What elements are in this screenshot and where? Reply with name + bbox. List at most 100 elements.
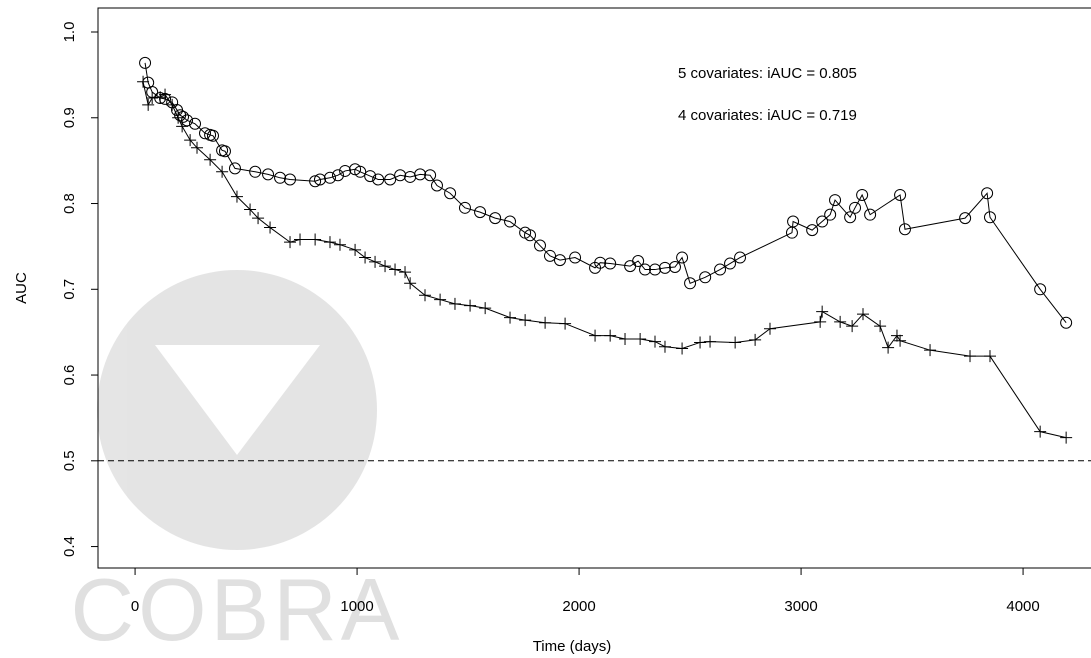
marker-circle <box>249 165 262 178</box>
marker-circle <box>228 162 241 175</box>
marker-circle <box>829 194 842 207</box>
marker-plus <box>191 141 204 154</box>
marker-circle <box>658 261 671 274</box>
y-tick-label: 0.4 <box>61 536 78 557</box>
marker-plus <box>284 236 297 249</box>
marker-circle <box>1060 316 1073 329</box>
marker-plus <box>729 336 742 349</box>
y-tick-label: 1.0 <box>61 22 78 43</box>
marker-circle <box>372 173 385 186</box>
marker-circle <box>734 251 747 264</box>
marker-circle <box>414 168 427 181</box>
marker-circle <box>354 165 367 178</box>
marker-plus <box>399 266 412 279</box>
marker-plus <box>172 111 185 124</box>
marker-plus <box>369 255 382 268</box>
marker-circle <box>648 263 661 276</box>
marker-plus <box>464 299 477 312</box>
marker-plus <box>882 341 895 354</box>
marker-plus <box>146 92 159 105</box>
marker-circle <box>284 173 297 186</box>
marker-circle <box>313 173 326 186</box>
marker-circle <box>724 257 737 270</box>
marker-plus <box>359 251 372 264</box>
marker-circle <box>262 168 275 181</box>
marker-circle <box>569 251 582 264</box>
marker-plus <box>816 305 829 318</box>
marker-circle <box>894 188 907 201</box>
marker-circle <box>218 145 231 158</box>
marker-circle <box>824 208 837 221</box>
x-tick-label: 4000 <box>1006 598 1039 615</box>
marker-circle <box>639 263 652 276</box>
marker-circle <box>959 212 972 225</box>
watermark-text: COBRA <box>71 560 404 658</box>
marker-plus <box>479 302 492 315</box>
marker-plus <box>857 308 870 321</box>
marker-plus <box>504 311 517 324</box>
marker-plus <box>176 120 189 133</box>
y-tick-label: 0.5 <box>61 450 78 471</box>
marker-plus <box>389 263 402 276</box>
marker-plus <box>379 260 392 273</box>
marker-circle <box>424 169 437 182</box>
marker-circle <box>543 249 556 262</box>
marker-plus <box>676 342 689 355</box>
marker-circle <box>553 254 566 267</box>
y-tick-label: 0.9 <box>61 107 78 128</box>
marker-circle <box>806 224 819 237</box>
marker-plus <box>309 233 322 246</box>
watermark: COBRA <box>71 270 404 658</box>
marker-plus <box>323 236 336 249</box>
x-tick-label: 0 <box>131 598 139 615</box>
y-tick-label: 0.8 <box>61 193 78 214</box>
y-axis-label: AUC <box>13 272 30 304</box>
marker-plus <box>230 190 243 203</box>
marker-circle <box>323 171 336 184</box>
marker-circle <box>444 187 457 200</box>
marker-plus <box>166 98 179 111</box>
marker-plus <box>519 314 532 327</box>
marker-plus <box>159 88 172 101</box>
marker-circle <box>504 215 517 228</box>
marker-plus <box>964 350 977 363</box>
marker-plus <box>704 335 717 348</box>
marker-circle <box>1034 283 1047 296</box>
marker-plus <box>333 238 346 251</box>
marker-circle <box>684 277 697 290</box>
x-tick-label: 1000 <box>340 598 373 615</box>
annotation: 5 covariates: iAUC = 0.805 <box>678 65 857 82</box>
marker-circle <box>331 169 344 182</box>
marker-circle <box>676 251 689 264</box>
marker-plus <box>763 322 776 335</box>
marker-plus <box>894 334 907 347</box>
x-tick-label: 3000 <box>784 598 817 615</box>
marker-circle <box>714 263 727 276</box>
marker-plus <box>349 243 362 256</box>
annotation: 4 covariates: iAUC = 0.719 <box>678 107 857 124</box>
marker-circle <box>339 164 352 177</box>
marker-circle <box>699 271 712 284</box>
marker-plus <box>204 153 217 166</box>
marker-plus <box>137 75 150 88</box>
marker-circle <box>632 254 645 267</box>
marker-circle <box>864 208 877 221</box>
marker-plus <box>604 329 617 342</box>
marker-circle <box>533 239 546 252</box>
marker-plus <box>252 212 265 225</box>
marker-circle <box>898 223 911 236</box>
marker-circle <box>668 260 681 273</box>
marker-circle <box>604 257 617 270</box>
marker-plus <box>924 344 937 357</box>
marker-circle <box>787 215 800 228</box>
marker-plus <box>154 91 167 104</box>
watermark-logo <box>155 345 320 455</box>
marker-plus <box>294 233 307 246</box>
marker-circle <box>594 256 607 269</box>
marker-plus <box>589 329 602 342</box>
marker-circle <box>206 129 219 142</box>
marker-plus <box>983 350 996 363</box>
marker-circle <box>364 170 377 183</box>
series-line <box>144 62 1067 324</box>
marker-circle <box>816 215 829 228</box>
